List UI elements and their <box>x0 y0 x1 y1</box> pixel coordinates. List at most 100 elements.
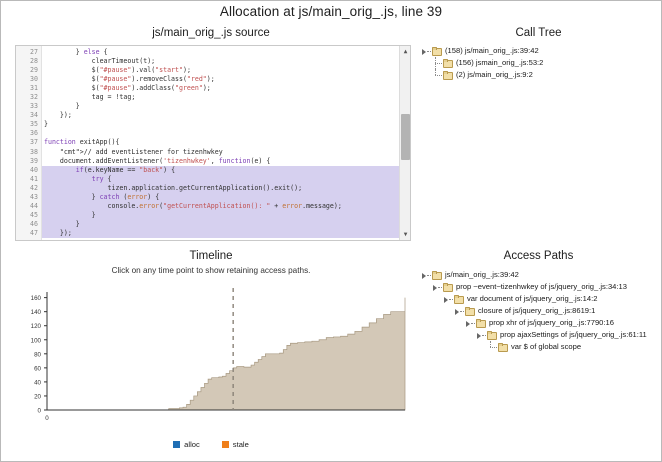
editor-code-line[interactable]: $("#pause").removeClass("red"); <box>44 75 215 84</box>
timeline-plot[interactable]: 0 20 40 60 80 100 120 140 160 0 <box>11 284 411 434</box>
source-panel-title: js/main_orig_.js source <box>152 27 270 39</box>
editor-code-line[interactable]: if(e.keyName == "back") { <box>42 165 410 175</box>
editor-code-line[interactable]: clearTimeout(t); <box>44 57 156 66</box>
legend-item: stale <box>221 440 249 449</box>
tree-expander-icon[interactable] <box>432 281 443 293</box>
editor-line-number: 34 <box>30 111 38 120</box>
editor-code-line[interactable]: document.addEventListener('tizenhwkey', … <box>44 156 271 165</box>
editor-code-area[interactable]: } else { clearTimeout(t); $("#pause").va… <box>42 46 410 240</box>
folder-icon <box>443 58 453 68</box>
editor-code-line[interactable]: }); <box>42 228 410 238</box>
editor-code-line[interactable]: $("#pause").val("start"); <box>44 66 191 75</box>
access-paths-panel-title: Access Paths <box>503 250 574 262</box>
access-path-node[interactable]: var $ of global scope <box>421 341 661 353</box>
access-path-node-label: js/main_orig_.js:39:42 <box>445 270 519 279</box>
access-path-node[interactable]: prop xhr of js/jquery_orig_.js:7790:16 <box>421 317 661 329</box>
access-path-node-label: var $ of global scope <box>511 342 582 351</box>
editor-line-number: 28 <box>30 57 38 66</box>
tree-expander-icon[interactable] <box>421 45 432 57</box>
editor-line-number: 31 <box>30 84 38 93</box>
folder-icon <box>476 318 486 328</box>
tree-expander-icon[interactable] <box>421 269 432 281</box>
editor-code-line[interactable]: tizen.application.getCurrentApplication(… <box>42 183 410 193</box>
access-path-node-label: prop ~event~tizenhwkey of js/jquery_orig… <box>456 282 627 291</box>
chart-axes <box>46 292 405 411</box>
legend-swatch <box>221 441 229 448</box>
timeline-hint-text: Click on any time point to show retainin… <box>111 266 311 275</box>
call-tree-panel-title: Call Tree <box>515 27 562 39</box>
legend-item: alloc <box>173 440 200 449</box>
call-tree[interactable]: (158) js/main_orig_.js:39:42 (156) jsmain… <box>421 45 661 81</box>
editor-code-line[interactable]: "cmt">// add eventListener for tizenhwke… <box>59 147 223 156</box>
legend-label: alloc <box>184 440 200 449</box>
scroll-down-arrow-icon[interactable]: ▼ <box>403 231 408 238</box>
y-axis-tick-label: 0 <box>38 408 42 415</box>
tree-indent <box>454 341 465 353</box>
access-path-node[interactable]: prop ~event~tizenhwkey of js/jquery_orig… <box>421 281 661 293</box>
tree-indent <box>465 341 476 353</box>
tree-indent <box>443 341 454 353</box>
editor-code-line[interactable]: tag = !tag; <box>44 93 136 102</box>
timeline-svg[interactable]: 0 20 40 60 80 100 120 140 160 0 <box>11 284 411 434</box>
call-tree-node-label: (156) jsmain_orig_.js:53:2 <box>456 58 544 67</box>
timeline-panel-title: Timeline <box>189 250 233 262</box>
editor-line-number: 32 <box>30 93 38 102</box>
tree-indent <box>465 329 476 341</box>
call-tree-node[interactable]: (156) jsmain_orig_.js:53:2 <box>421 57 661 69</box>
editor-line-number: 45 <box>30 210 38 219</box>
scroll-up-arrow-icon[interactable]: ▲ <box>403 48 408 55</box>
editor-code-line[interactable]: function exitApp(){ <box>44 138 120 147</box>
editor-line-number: 40 <box>30 165 38 174</box>
tree-indent <box>443 317 454 329</box>
tree-expander-icon[interactable] <box>443 293 454 305</box>
editor-code-line[interactable]: } <box>42 219 410 229</box>
editor-code-line[interactable]: } <box>44 102 80 111</box>
access-path-node-label: closure of js/jquery_orig_.js:8619:1 <box>478 306 596 315</box>
editor-code-line[interactable]: } else { <box>44 48 108 56</box>
editor-line-number: 43 <box>30 192 38 201</box>
scrollbar-thumb[interactable] <box>401 114 410 160</box>
call-tree-node[interactable]: (158) js/main_orig_.js:39:42 <box>421 45 661 57</box>
timeline-chart-panel[interactable]: Click on any time point to show retainin… <box>11 266 411 456</box>
call-tree-node[interactable]: (2) js/main_orig_.js:9:2 <box>421 69 661 81</box>
editor-line-number: 29 <box>30 66 38 75</box>
tree-expander-icon[interactable] <box>465 317 476 329</box>
editor-code-line[interactable]: } catch (error) { <box>42 192 410 202</box>
timeline-area-series[interactable] <box>47 297 406 411</box>
editor-code-line[interactable]: } <box>44 120 48 129</box>
editor-code-line[interactable] <box>42 129 410 138</box>
tree-branch-line-icon <box>432 57 443 69</box>
editor-line-number: 30 <box>30 75 38 84</box>
editor-code-line[interactable]: console.error("getCurrentApplication(): … <box>42 201 410 211</box>
editor-code-line[interactable]: }); <box>44 111 72 120</box>
tree-expander-icon[interactable] <box>476 329 487 341</box>
editor-code-line[interactable]: try { <box>42 174 410 184</box>
call-tree-node-label: (2) js/main_orig_.js:9:2 <box>456 70 533 79</box>
editor-line-number: 42 <box>30 183 38 192</box>
tree-indent <box>421 329 432 341</box>
tree-indent <box>432 341 443 353</box>
editor-code-line[interactable]: } <box>42 210 410 220</box>
editor-vertical-scrollbar[interactable]: ▲ ▼ <box>399 46 410 240</box>
editor-line-number: 33 <box>30 102 38 111</box>
folder-icon <box>432 46 442 56</box>
editor-line-number: 39 <box>30 156 38 165</box>
call-tree-node-label: (158) js/main_orig_.js:39:42 <box>445 46 539 55</box>
folder-icon <box>498 342 508 352</box>
tree-indent <box>443 329 454 341</box>
y-axis-tick-label: 60 <box>34 365 41 372</box>
editor-line-number: 36 <box>30 129 38 138</box>
access-path-node[interactable]: var document of js/jquery_orig_.js:14:2 <box>421 293 661 305</box>
tree-expander-icon[interactable] <box>454 305 465 317</box>
editor-line-number: 46 <box>30 219 38 228</box>
tree-indent <box>421 317 432 329</box>
editor-code-line[interactable]: $("#pause").addClass("green"); <box>44 84 211 93</box>
access-path-node[interactable]: closure of js/jquery_orig_.js:8619:1 <box>421 305 661 317</box>
folder-icon <box>487 330 497 340</box>
access-path-node[interactable]: prop ajaxSettings of js/jquery_orig_.js:… <box>421 329 661 341</box>
access-path-node-label: prop ajaxSettings of js/jquery_orig_.js:… <box>500 330 647 339</box>
source-code-editor[interactable]: 27 28 29 30 31 32 33 34 35 36 37 38 39 40 41 42 43 44 45 46… <box>15 45 411 241</box>
access-path-node[interactable]: js/main_orig_.js:39:42 <box>421 269 661 281</box>
tree-indent <box>454 317 465 329</box>
